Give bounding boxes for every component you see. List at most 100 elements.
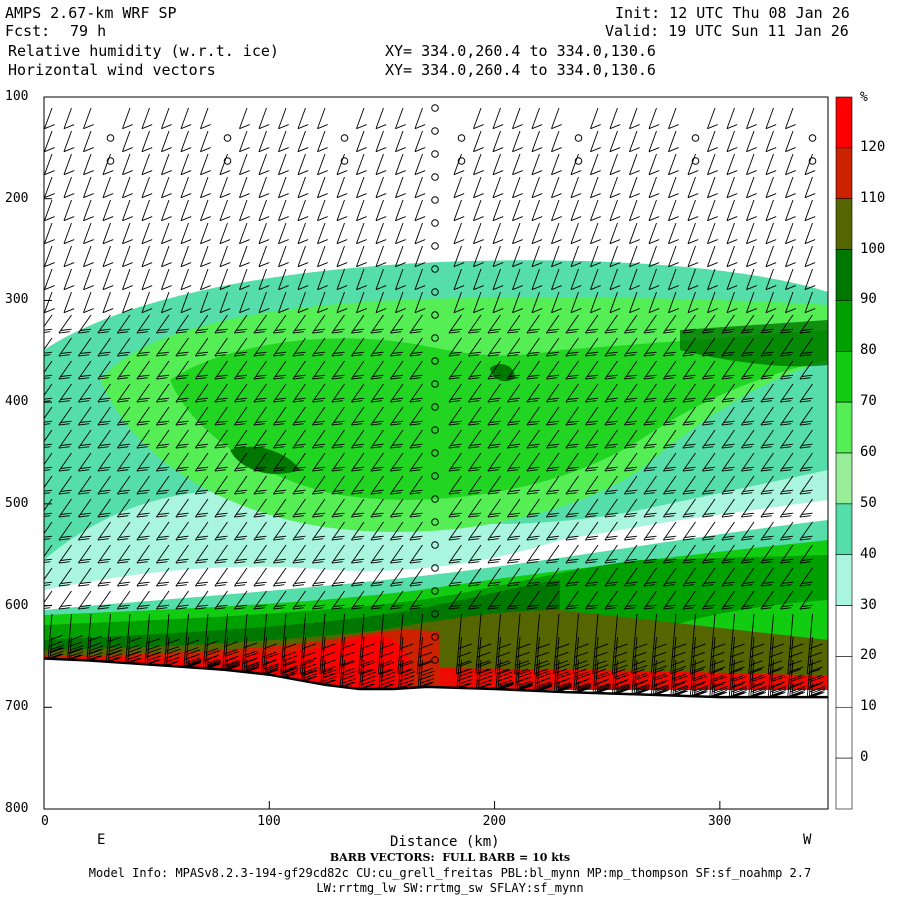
- wind-barb: [629, 245, 640, 268]
- wind-barb: [643, 567, 657, 587]
- wind-barb: [487, 475, 501, 495]
- wind-barb: [721, 314, 735, 334]
- colorbar-swatch: [835, 198, 853, 250]
- wind-barb: [765, 268, 777, 291]
- wind-barb: [448, 521, 462, 541]
- wind-barb: [512, 199, 523, 222]
- wind-barb: [668, 222, 679, 245]
- wind-barb: [487, 452, 501, 472]
- wind-barb: [180, 153, 192, 176]
- wind-barb: [546, 498, 560, 518]
- wind-barb: [44, 475, 53, 494]
- wind-barb: [551, 130, 562, 153]
- wind-barb: [78, 475, 92, 495]
- wind-barb: [707, 176, 718, 199]
- wind-barb: [58, 337, 72, 357]
- wind-barb: [780, 452, 794, 472]
- wind-barb: [624, 429, 638, 449]
- wind-barb: [624, 314, 638, 334]
- wind-barb: [668, 291, 679, 314]
- wind-barb: [44, 199, 55, 222]
- wind-barb: [414, 130, 426, 153]
- wind-barb: [253, 452, 267, 472]
- wind-barb: [760, 544, 774, 564]
- wind-barb: [78, 544, 92, 564]
- colorbar-swatch: [835, 503, 853, 556]
- wind-barb: [746, 107, 757, 130]
- wind-barb: [760, 475, 774, 495]
- wind-barb: [431, 219, 439, 227]
- wind-barb: [161, 291, 172, 314]
- wind-barb: [741, 498, 755, 518]
- wind-barb: [624, 406, 638, 426]
- wind-barb: [141, 291, 153, 314]
- wind-barb: [663, 590, 677, 610]
- wind-barb: [507, 521, 521, 541]
- wind-barb: [102, 199, 114, 222]
- wind-barb: [473, 107, 484, 130]
- wind-barb: [785, 245, 796, 268]
- wind-barb: [531, 153, 543, 176]
- y-tick-label: 800: [5, 801, 29, 816]
- wind-barb: [312, 544, 326, 564]
- wind-barb: [44, 521, 53, 540]
- wind-barb: [278, 222, 289, 245]
- wind-barb: [570, 153, 582, 176]
- wind-barb: [336, 245, 348, 268]
- wind-barb: [44, 291, 55, 314]
- wind-barb: [297, 107, 309, 130]
- wind-barb: [609, 130, 621, 153]
- wind-barb: [609, 176, 621, 199]
- wind-barb: [448, 475, 462, 495]
- wind-barb: [721, 429, 735, 449]
- wind-barb: [507, 337, 521, 357]
- wind-barb: [487, 383, 501, 403]
- wind-barb: [760, 452, 774, 472]
- wind-barb: [395, 245, 406, 268]
- wind-barb: [707, 291, 718, 314]
- wind-barb: [336, 153, 348, 176]
- wind-barb: [234, 452, 248, 472]
- wind-barb: [253, 406, 267, 426]
- wind-barb: [585, 314, 599, 334]
- wind-barb: [468, 475, 482, 495]
- wind-barb: [431, 104, 439, 112]
- wind-barb: [468, 360, 482, 380]
- wind-barb: [702, 590, 716, 610]
- wind-barb: [780, 590, 794, 610]
- wind-barb: [780, 360, 794, 380]
- wind-barb: [785, 268, 796, 291]
- wind-barb: [340, 134, 349, 142]
- wind-barb: [161, 268, 172, 291]
- wind-barb: [546, 406, 560, 426]
- wind-barb: [223, 134, 232, 142]
- wind-barb: [258, 199, 270, 222]
- wind-barb: [58, 452, 72, 472]
- wind-barb: [431, 610, 439, 618]
- wind-barb: [624, 475, 638, 495]
- wind-barb: [258, 153, 270, 176]
- wind-barb: [624, 360, 638, 380]
- wind-barb: [765, 130, 777, 153]
- wind-barb: [741, 521, 755, 541]
- wind-barb: [448, 314, 462, 334]
- wind-barb: [214, 383, 228, 403]
- wind-barb: [760, 314, 774, 334]
- wind-barb: [278, 176, 289, 199]
- wind-barb: [590, 291, 601, 314]
- wind-barb: [239, 130, 250, 153]
- y-tick-label: 700: [5, 699, 29, 715]
- colorbar-swatch: [835, 350, 853, 403]
- wind-barb: [414, 268, 426, 291]
- wind-barb: [682, 406, 696, 426]
- wind-barb: [312, 429, 326, 449]
- wind-barb: [156, 337, 170, 357]
- wind-barb: [726, 153, 738, 176]
- wind-barb: [156, 521, 170, 541]
- wind-barb: [643, 429, 657, 449]
- wind-barb: [136, 498, 150, 518]
- wind-barb: [58, 498, 72, 518]
- wind-barb: [264, 659, 280, 675]
- wind-barb: [370, 383, 384, 403]
- wind-barb: [273, 383, 287, 403]
